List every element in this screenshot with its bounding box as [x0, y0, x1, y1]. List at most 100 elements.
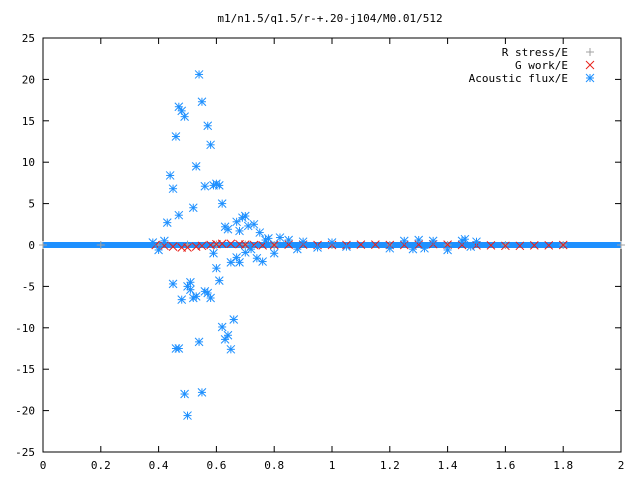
x-tick-label: 0.6	[206, 459, 226, 472]
acoustic-flux-e-point	[275, 233, 285, 242]
g-work-e-point	[544, 241, 554, 250]
g-work-e-point	[399, 240, 409, 250]
acoustic-flux-e-point	[313, 243, 322, 252]
acoustic-flux-e-point	[472, 237, 481, 247]
acoustic-flux-e-point	[420, 243, 429, 253]
chart-title: m1/n1.5/q1.5/r-+.20-j104/M0.01/512	[217, 12, 442, 25]
acoustic-flux-e-point	[200, 181, 210, 191]
acoustic-flux-e-point	[191, 161, 201, 171]
acoustic-flux-e-point	[209, 248, 218, 258]
acoustic-flux-e-point	[217, 322, 227, 332]
acoustic-flux-e-point	[399, 236, 409, 246]
x-axis: 0 0.2 0.4 0.6 0.8 1 1.2 1.4 1.6 1.8 2	[40, 38, 625, 472]
legend-label: R stress/E	[502, 46, 568, 59]
acoustic-flux-e-point	[212, 263, 221, 273]
acoustic-flux-e-point	[460, 234, 470, 244]
acoustic-flux-e-point	[217, 199, 227, 208]
g-work-e-point	[370, 240, 380, 249]
legend-marker	[585, 73, 595, 83]
g-work-e-point	[501, 241, 510, 251]
y-tick-label: -25	[15, 446, 35, 459]
acoustic-flux-e-point	[154, 245, 163, 255]
acoustic-flux-e-point	[180, 112, 189, 122]
acoustic-flux-e-point	[269, 248, 279, 258]
acoustic-flux-e-point	[194, 337, 204, 347]
y-tick-label: -5	[22, 280, 35, 293]
acoustic-flux-e-point	[200, 287, 210, 296]
acoustic-flux-e-point	[264, 234, 273, 243]
acoustic-flux-e-point	[298, 237, 308, 247]
acoustic-flux-e-point	[160, 236, 169, 246]
acoustic-flux-e-point	[197, 388, 207, 397]
acoustic-flux-e-point	[428, 236, 438, 246]
x-tick-label: 1	[329, 459, 336, 472]
g-work-e-point	[529, 241, 539, 250]
g-work-e-point	[414, 240, 424, 249]
acoustic-flux-e-point	[240, 248, 250, 257]
acoustic-flux-e-point	[191, 291, 201, 301]
x-tick-label: 0.2	[91, 459, 111, 472]
g-work-e-point	[168, 242, 178, 252]
y-tick-label: -20	[15, 405, 35, 418]
acoustic-flux-e-point	[258, 257, 267, 266]
g-work-e-point	[217, 239, 227, 249]
acoustic-flux-e-point	[186, 277, 195, 287]
acoustic-flux-e-point	[284, 235, 294, 245]
acoustic-flux-e-point	[327, 238, 337, 247]
r-stress-e-point	[617, 241, 625, 249]
acoustic-flux-e-point	[194, 70, 204, 79]
acoustic-flux-e-point	[466, 242, 476, 252]
r-stress-e-point	[39, 241, 47, 249]
y-tick-label: 5	[28, 198, 35, 211]
x-tick-label: 2	[618, 459, 625, 472]
r-stress-e-point	[501, 241, 510, 249]
g-work-e-point	[486, 241, 496, 250]
acoustic-flux-e-point	[240, 211, 250, 221]
acoustic-flux-e-point	[174, 210, 184, 220]
g-work-e-point	[197, 241, 207, 251]
g-work-e-point	[284, 240, 294, 249]
acoustic-flux-e-point	[186, 285, 195, 295]
x-tick-label: 0.4	[149, 459, 169, 472]
acoustic-flux-e-point	[385, 243, 395, 253]
acoustic-flux-e-point	[235, 258, 244, 267]
acoustic-flux-e-point	[180, 389, 189, 399]
x-tick-label: 1.6	[495, 459, 515, 472]
x-tick-label: 1.2	[380, 459, 400, 472]
acoustic-flux-e-point	[214, 276, 224, 285]
y-tick-label: -10	[15, 322, 35, 335]
acoustic-flux-e-point	[249, 219, 259, 229]
acoustic-flux-e-point	[162, 218, 172, 227]
y-axis: 25 20 15 10 5 0 -5 -10 -15 -20 -25	[15, 32, 621, 459]
acoustic-flux-e-point	[148, 238, 158, 247]
acoustic-flux-e-point	[223, 330, 233, 340]
acoustic-flux-e-point	[292, 244, 302, 254]
acoustic-flux-e-point	[177, 295, 187, 305]
g-work-e-point	[226, 239, 236, 249]
legend-marker	[586, 48, 594, 56]
acoustic-flux-e-point	[342, 242, 351, 252]
g-work-e-point	[269, 240, 279, 250]
acoustic-flux-e-point	[414, 235, 424, 245]
y-tick-label: 15	[22, 115, 35, 128]
x-tick-label: 0.8	[264, 459, 284, 472]
acoustic-flux-e-point	[168, 184, 178, 194]
g-work-e-point	[515, 241, 525, 251]
plot-area	[39, 70, 625, 420]
acoustic-flux-e-point	[197, 97, 207, 107]
legend-marker	[585, 60, 595, 70]
acoustic-flux-e-point	[229, 315, 239, 324]
y-tick-label: 20	[22, 73, 35, 86]
acoustic-flux-e-point	[255, 228, 265, 237]
legend-label: G work/E	[515, 59, 568, 72]
g-work-e-point	[558, 240, 568, 250]
acoustic-flux-e-point	[188, 203, 198, 213]
acoustic-flux-e-point	[206, 140, 215, 150]
acoustic-flux-e-point	[174, 344, 184, 353]
acoustic-flux-e-point	[235, 226, 244, 236]
g-work-e-point	[240, 240, 250, 249]
y-tick-label: 25	[22, 32, 35, 45]
acoustic-flux-e-point	[223, 224, 233, 234]
